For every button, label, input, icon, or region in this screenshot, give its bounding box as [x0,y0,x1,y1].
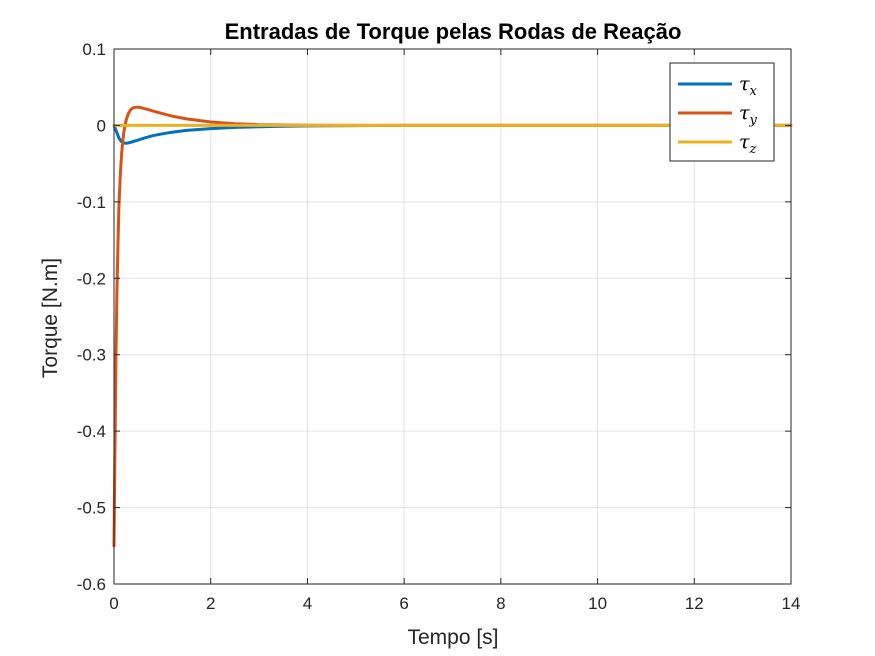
x-tick-label: 8 [496,594,505,613]
x-tick-label: 6 [399,594,408,613]
y-tick-label: -0.1 [77,193,106,212]
x-tick-label: 10 [588,594,607,613]
y-tick-label: -0.2 [77,269,106,288]
y-tick-label: -0.3 [77,346,106,365]
x-axis-label: Tempo [s] [407,626,498,649]
y-tick-label: -0.4 [77,422,106,441]
x-tick-label: 14 [782,594,801,613]
chart-title: Entradas de Torque pelas Rodas de Reação [225,19,682,44]
y-tick-label: -0.6 [77,575,106,594]
plot-frame [113,48,792,585]
y-tick-label: 0.1 [82,40,106,59]
x-tick-label: 0 [109,594,118,613]
y-axis-label: Torque [N.m] [39,258,62,378]
x-tick-label: 2 [206,594,215,613]
y-tick-label: 0 [97,116,106,135]
ticks [113,48,792,585]
x-tick-label: 4 [303,594,312,613]
tick-labels: 0 2 4 6 8 10 12 14 -0.6 -0.5 -0.4 -0.3 -0.2 -0.1 0 0.1 [77,40,801,613]
x-tick-label: 12 [685,594,704,613]
y-tick-label: -0.5 [77,499,106,518]
